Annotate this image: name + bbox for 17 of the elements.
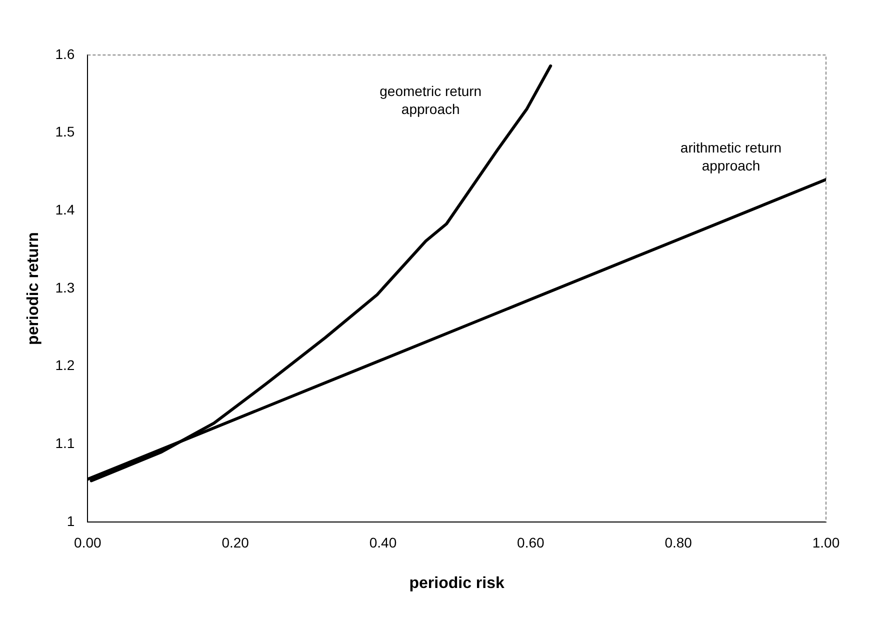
x-tick-label: 0.20 xyxy=(222,534,250,550)
x-tick-label: 1.00 xyxy=(812,534,840,550)
y-axis-title: periodic return xyxy=(25,232,42,345)
y-tick-label: 1.3 xyxy=(55,279,75,296)
y-tick-label: 1.1 xyxy=(55,435,75,452)
y-tick-label: 1.5 xyxy=(55,124,75,140)
series-label: arithmetic return approach xyxy=(680,139,782,174)
x-tick-label: 0.40 xyxy=(369,534,397,550)
y-tick-label: 1 xyxy=(66,512,75,529)
y-tick-label: 1.2 xyxy=(55,357,75,374)
y-tick-label: 1.6 xyxy=(55,46,75,62)
x-tick-label: 0.00 xyxy=(74,534,102,550)
text: geometric return approach xyxy=(380,82,482,117)
x-tick-label: 0.80 xyxy=(664,534,692,550)
x-tick-label: 0.60 xyxy=(517,534,544,550)
y-tick-label: 1.4 xyxy=(55,202,75,218)
x-axis-title: periodic risk xyxy=(409,574,505,592)
